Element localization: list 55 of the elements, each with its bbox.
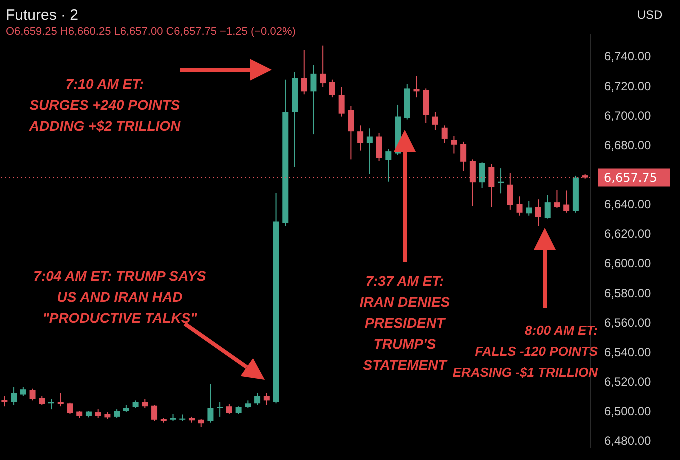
y-tick-label: 6,500.00 xyxy=(604,404,652,419)
candlestick xyxy=(432,112,438,131)
candlestick xyxy=(11,386,18,406)
candlestick xyxy=(498,168,504,194)
annotation: 7:37 AM ET: IRAN DENIES PRESIDENT TRUMP'S STATEMENT xyxy=(360,273,451,373)
candlestick xyxy=(358,125,364,152)
annotation: 7:04 AM ET: TRUMP SAYS US AND IRAN HAD "PRODUCTIVE TALKS" xyxy=(34,268,207,326)
candlestick xyxy=(535,199,542,227)
y-tick-label: 6,540.00 xyxy=(604,345,652,360)
ref-line-label: 6,657.75 xyxy=(604,170,658,185)
candlestick xyxy=(48,398,55,410)
candlestick xyxy=(338,86,345,118)
candlestick xyxy=(301,50,308,96)
candlestick xyxy=(58,392,64,408)
annotation: 7:10 AM ET: SURGES +240 POINTS ADDING +$2 TRILLION xyxy=(28,76,182,134)
y-tick-label: 6,680.00 xyxy=(604,138,652,152)
candlestick xyxy=(451,136,458,154)
candlestick xyxy=(526,200,532,216)
y-tick-label: 6,620.00 xyxy=(604,227,652,242)
candlestick xyxy=(414,76,420,98)
candlestick xyxy=(386,148,392,182)
candlestick xyxy=(442,125,448,144)
y-tick-label: 6,720.00 xyxy=(604,79,652,94)
y-tick-label: 6,740.00 xyxy=(604,50,652,64)
candlestick xyxy=(564,190,570,214)
y-tick-label: 6,700.00 xyxy=(604,108,652,123)
text: USD xyxy=(637,8,663,22)
candlestick xyxy=(67,402,74,414)
candlestick xyxy=(329,79,336,98)
candlestick xyxy=(544,194,551,220)
chart-title: Futures · 2 xyxy=(6,7,79,24)
candlestick xyxy=(376,132,382,162)
y-tick-label: 6,600.00 xyxy=(604,256,652,271)
candlestick xyxy=(366,128,373,175)
chart-subtitle: O6,659.25 H6,660.25 L6,657.00 C6,657.75 −1.25 (−0.02%) xyxy=(6,26,296,38)
candlestick xyxy=(264,392,270,406)
y-tick-label: 6,580.00 xyxy=(604,286,652,300)
candlestick xyxy=(30,388,36,402)
candlestick xyxy=(479,162,486,190)
y-tick-label: 6,560.00 xyxy=(604,316,652,330)
candlestick xyxy=(348,106,354,160)
y-tick-label: 6,520.00 xyxy=(604,374,652,389)
candlestick xyxy=(554,189,560,209)
y-tick-label: 6,480.00 xyxy=(604,434,652,448)
candlestick xyxy=(460,141,467,172)
candlestick xyxy=(208,384,214,424)
candlestick xyxy=(516,196,523,216)
candlestick xyxy=(226,404,232,414)
candlestick xyxy=(320,45,326,88)
annotation: 8:00 AM ET: FALLS -120 POINTS ERASING -$1 TRILLION xyxy=(452,323,599,380)
candlestick xyxy=(152,404,158,422)
candlestick xyxy=(310,64,317,136)
candlestick xyxy=(2,396,8,408)
y-tick-label: 6,640.00 xyxy=(604,198,652,212)
candlestick xyxy=(254,392,261,406)
